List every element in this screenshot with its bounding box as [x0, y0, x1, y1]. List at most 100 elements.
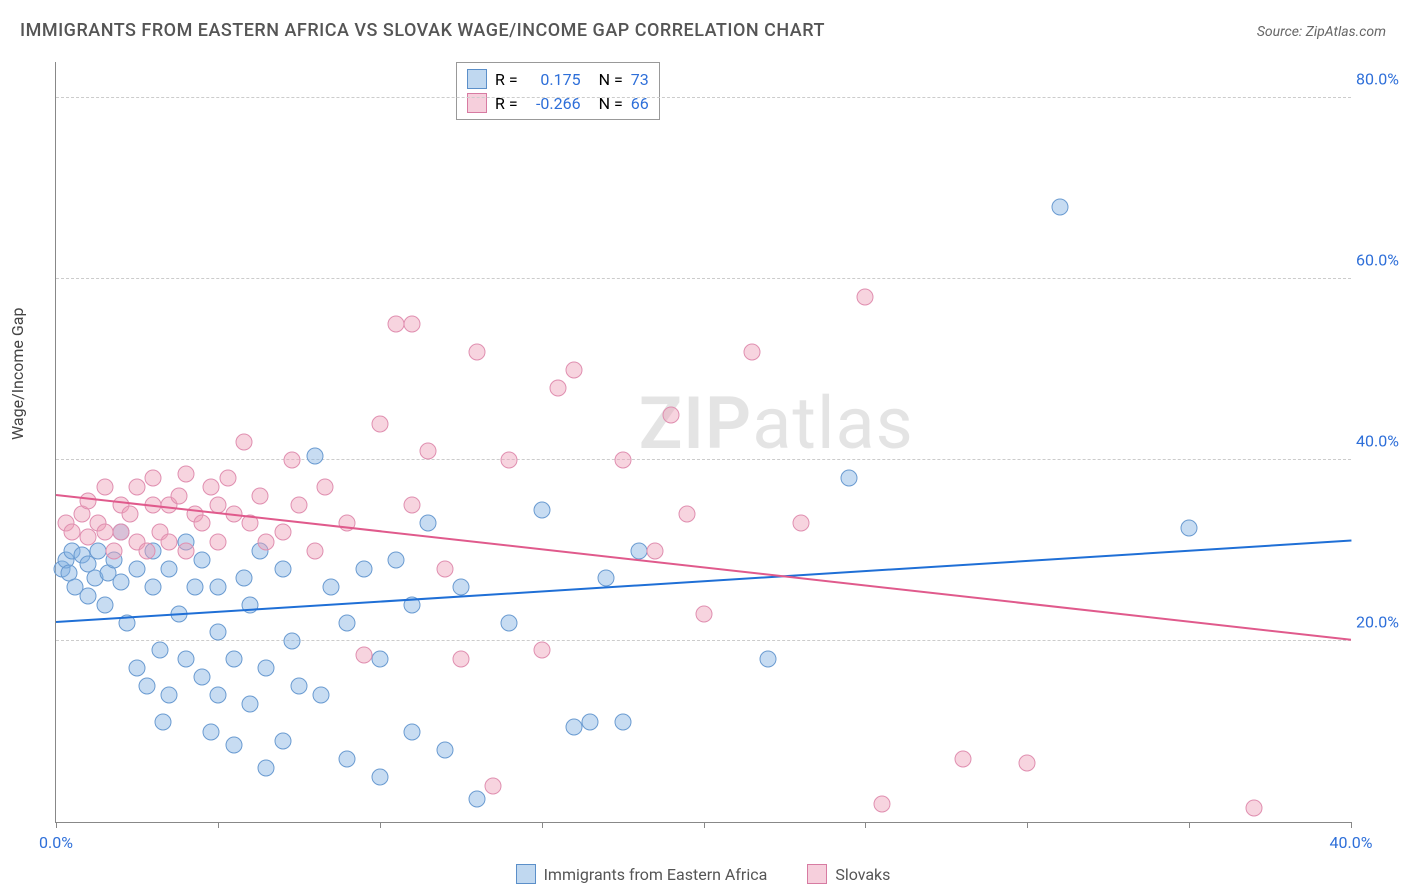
- scatter-point: [420, 515, 437, 532]
- scatter-point: [64, 524, 81, 541]
- stats-row-series-2: R = -0.266 N = 66: [467, 91, 649, 115]
- stats-row-series-1: R = 0.175 N = 73: [467, 67, 649, 91]
- scatter-point: [313, 687, 330, 704]
- scatter-point: [235, 434, 252, 451]
- scatter-point: [744, 343, 761, 360]
- stat-value-r-1: 0.175: [526, 70, 581, 89]
- scatter-point: [290, 678, 307, 695]
- swatch-blue-icon: [516, 864, 536, 884]
- scatter-point: [274, 524, 291, 541]
- legend-label-2: Slovaks: [835, 865, 890, 884]
- scatter-point: [582, 714, 599, 731]
- scatter-point: [203, 479, 220, 496]
- scatter-point: [226, 737, 243, 754]
- scatter-point: [387, 316, 404, 333]
- scatter-point: [614, 714, 631, 731]
- scatter-point: [533, 642, 550, 659]
- scatter-point: [80, 492, 97, 509]
- scatter-point: [274, 732, 291, 749]
- scatter-point: [1019, 755, 1036, 772]
- scatter-point: [151, 642, 168, 659]
- swatch-pink-icon: [467, 93, 487, 113]
- scatter-point: [177, 651, 194, 668]
- scatter-point: [387, 551, 404, 568]
- scatter-point: [251, 488, 268, 505]
- scatter-point: [792, 515, 809, 532]
- scatter-point: [138, 542, 155, 559]
- swatch-blue-icon: [467, 69, 487, 89]
- scatter-point: [161, 687, 178, 704]
- scatter-point: [436, 741, 453, 758]
- scatter-point: [316, 479, 333, 496]
- ytick-label: 80.0%: [1356, 70, 1406, 89]
- gridline: [56, 640, 1351, 641]
- scatter-point: [566, 719, 583, 736]
- scatter-point: [274, 560, 291, 577]
- xtick-label: 0.0%: [39, 833, 73, 852]
- scatter-point: [96, 524, 113, 541]
- gridline: [56, 459, 1351, 460]
- scatter-point: [235, 569, 252, 586]
- scatter-point: [452, 578, 469, 595]
- watermark: ZIPatlas: [639, 381, 914, 466]
- scatter-point: [209, 687, 226, 704]
- ytick-label: 20.0%: [1356, 613, 1406, 632]
- scatter-point: [258, 660, 275, 677]
- y-axis-label: Wage/Income Gap: [8, 308, 27, 440]
- scatter-point: [549, 379, 566, 396]
- scatter-point: [209, 533, 226, 550]
- xtick: [218, 822, 219, 828]
- scatter-point: [154, 714, 171, 731]
- watermark-zip: ZIP: [639, 381, 752, 466]
- scatter-point: [161, 560, 178, 577]
- scatter-point: [339, 614, 356, 631]
- scatter-point: [371, 651, 388, 668]
- scatter-point: [96, 596, 113, 613]
- ytick-label: 40.0%: [1356, 432, 1406, 451]
- scatter-point: [112, 524, 129, 541]
- scatter-point: [193, 515, 210, 532]
- scatter-point: [323, 578, 340, 595]
- scatter-point: [630, 542, 647, 559]
- scatter-point: [258, 533, 275, 550]
- scatter-point: [128, 660, 145, 677]
- scatter-point: [339, 750, 356, 767]
- legend-item-1: Immigrants from Eastern Africa: [516, 864, 768, 884]
- xtick: [1189, 822, 1190, 828]
- bottom-legend: Immigrants from Eastern Africa Slovaks: [0, 864, 1406, 884]
- scatter-point: [290, 497, 307, 514]
- scatter-point: [452, 651, 469, 668]
- scatter-point: [371, 415, 388, 432]
- xtick-label: 40.0%: [1330, 833, 1373, 852]
- scatter-point: [209, 578, 226, 595]
- scatter-point: [355, 646, 372, 663]
- xtick: [704, 822, 705, 828]
- xtick: [1351, 822, 1352, 828]
- scatter-point: [258, 759, 275, 776]
- scatter-point: [1245, 800, 1262, 817]
- chart-title: IMMIGRANTS FROM EASTERN AFRICA VS SLOVAK…: [20, 20, 825, 41]
- scatter-point: [646, 542, 663, 559]
- scatter-point: [468, 343, 485, 360]
- xtick: [865, 822, 866, 828]
- scatter-point: [598, 569, 615, 586]
- scatter-point: [193, 551, 210, 568]
- swatch-pink-icon: [807, 864, 827, 884]
- xtick: [542, 822, 543, 828]
- watermark-atlas: atlas: [752, 381, 914, 466]
- scatter-point: [284, 633, 301, 650]
- scatter-point: [177, 465, 194, 482]
- scatter-point: [404, 316, 421, 333]
- scatter-point: [954, 750, 971, 767]
- scatter-point: [485, 777, 502, 794]
- stat-label-n: N =: [599, 70, 623, 89]
- scatter-point: [187, 578, 204, 595]
- scatter-point: [226, 651, 243, 668]
- scatter-point: [112, 574, 129, 591]
- stat-value-n-1: 73: [631, 70, 649, 89]
- xtick: [1027, 822, 1028, 828]
- gridline: [56, 278, 1351, 279]
- scatter-point: [284, 452, 301, 469]
- scatter-point: [566, 361, 583, 378]
- scatter-point: [404, 497, 421, 514]
